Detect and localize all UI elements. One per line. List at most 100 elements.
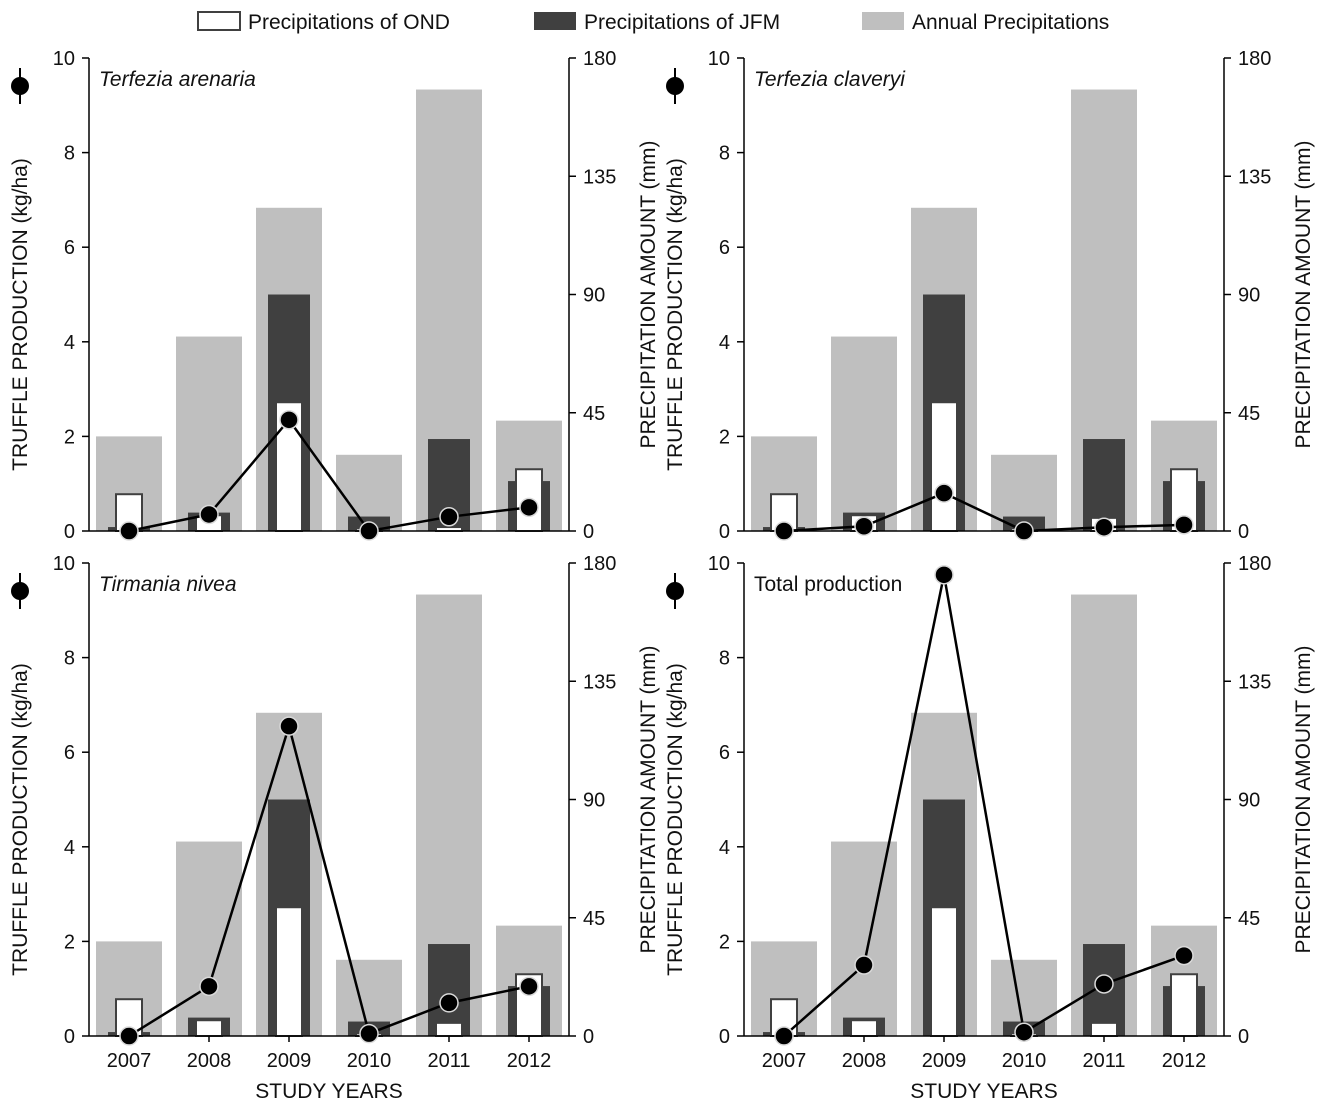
production-point bbox=[199, 504, 219, 525]
production-point bbox=[439, 507, 459, 527]
right-axis-title: PRECIPITATION AMOUNT (mm) bbox=[1292, 141, 1315, 449]
left-tick-label: 6 bbox=[719, 742, 730, 764]
left-tick-label: 6 bbox=[64, 742, 75, 764]
production-line-symbol-icon bbox=[11, 68, 29, 104]
production-point bbox=[359, 521, 379, 541]
right-tick-label: 90 bbox=[583, 790, 605, 812]
legend-label: Annual Precipitations bbox=[912, 11, 1109, 34]
chart-panel-2: 0 2 4 6 8 10 0 45 90 135 180 TRUFFLE PRODUCTION (kg… bbox=[664, 48, 1315, 543]
left-axis-title: TRUFFLE PRODUCTION (kg/ha) bbox=[664, 663, 687, 976]
jfm-precip-bar bbox=[428, 944, 470, 1036]
left-tick-label: 8 bbox=[64, 143, 75, 165]
legend: Precipitations of OND Precipitations of J… bbox=[197, 11, 1109, 34]
right-tick-label: 180 bbox=[583, 48, 616, 70]
panel-title: Tirmania nivea bbox=[99, 573, 237, 596]
production-point bbox=[279, 716, 299, 736]
jfm-precip-bar bbox=[1083, 439, 1125, 531]
left-tick-label: 10 bbox=[708, 48, 730, 70]
right-tick-label: 180 bbox=[583, 553, 616, 575]
left-axis-title: TRUFFLE PRODUCTION (kg/ha) bbox=[664, 158, 687, 471]
production-point bbox=[279, 410, 299, 430]
left-tick-label: 10 bbox=[53, 48, 75, 70]
symbol-dot bbox=[11, 582, 29, 600]
chart-panel-4: 0 2 4 6 8 10 0 45 90 135 180 2007 2008 2009 2010 2011 20… bbox=[664, 553, 1315, 1102]
production-point bbox=[119, 1026, 139, 1046]
legend-label: Precipitations of OND bbox=[248, 11, 450, 34]
left-tick-label: 6 bbox=[64, 237, 75, 259]
production-point bbox=[1094, 974, 1114, 994]
legend-item-jfm: Precipitations of JFM bbox=[534, 11, 780, 34]
x-tick-label: 2010 bbox=[1002, 1050, 1047, 1072]
production-point bbox=[1014, 521, 1034, 541]
right-tick-label: 180 bbox=[1238, 553, 1271, 575]
production-point bbox=[119, 521, 139, 541]
x-tick-label: 2012 bbox=[1162, 1050, 1207, 1072]
production-point bbox=[359, 1023, 379, 1044]
production-point bbox=[439, 993, 459, 1013]
x-tick-label: 2007 bbox=[762, 1050, 807, 1072]
left-axis-title: TRUFFLE PRODUCTION (kg/ha) bbox=[9, 663, 32, 976]
production-point bbox=[519, 976, 539, 997]
production-point bbox=[854, 955, 874, 975]
legend-swatch-jfm bbox=[534, 12, 576, 30]
symbol-dot bbox=[666, 582, 684, 600]
x-tick-label: 2009 bbox=[922, 1050, 967, 1072]
ond-precip-bar bbox=[1090, 1021, 1118, 1037]
x-tick-label: 2007 bbox=[107, 1050, 152, 1072]
ond-precip-bar bbox=[930, 906, 958, 1037]
left-tick-label: 0 bbox=[719, 1026, 730, 1048]
x-tick-label: 2010 bbox=[347, 1050, 392, 1072]
right-axis-title: PRECIPITATION AMOUNT (mm) bbox=[1292, 646, 1315, 954]
legend-swatch-ond bbox=[197, 11, 241, 31]
ond-precip-bar bbox=[1170, 973, 1198, 1037]
right-tick-label: 45 bbox=[583, 403, 605, 425]
left-tick-label: 0 bbox=[64, 521, 75, 543]
x-tick-label: 2009 bbox=[267, 1050, 312, 1072]
production-point bbox=[774, 521, 794, 541]
right-axis-title: PRECIPITATION AMOUNT (mm) bbox=[637, 646, 660, 954]
production-point bbox=[774, 1026, 794, 1046]
left-tick-label: 2 bbox=[64, 426, 75, 448]
left-tick-label: 0 bbox=[719, 521, 730, 543]
left-tick-label: 2 bbox=[719, 931, 730, 953]
ond-precip-bar bbox=[930, 401, 958, 532]
legend-label: Precipitations of JFM bbox=[584, 11, 780, 34]
annual-precip-bar bbox=[176, 336, 242, 531]
legend-item-ond: Precipitations of OND bbox=[197, 11, 450, 34]
ond-precip-bar bbox=[275, 906, 303, 1037]
left-tick-label: 6 bbox=[719, 237, 730, 259]
right-tick-label: 0 bbox=[1238, 1026, 1249, 1048]
production-line bbox=[128, 721, 530, 1038]
right-tick-label: 0 bbox=[1238, 521, 1249, 543]
left-tick-label: 8 bbox=[719, 143, 730, 165]
annual-precip-bar bbox=[176, 841, 242, 1036]
right-tick-label: 0 bbox=[583, 521, 594, 543]
legend-swatch-annual bbox=[862, 12, 904, 30]
right-tick-label: 135 bbox=[583, 671, 616, 693]
x-axis-title: STUDY YEARS bbox=[910, 1080, 1057, 1102]
right-tick-label: 45 bbox=[1238, 403, 1260, 425]
production-point bbox=[934, 565, 954, 585]
left-axis-title: TRUFFLE PRODUCTION (kg/ha) bbox=[9, 158, 32, 471]
annual-precip-bar bbox=[831, 841, 897, 1036]
production-point bbox=[1014, 1022, 1034, 1042]
left-tick-label: 4 bbox=[64, 837, 75, 859]
x-tick-label: 2012 bbox=[507, 1050, 552, 1072]
left-tick-label: 2 bbox=[719, 426, 730, 448]
panel-title: Terfezia arenaria bbox=[99, 68, 256, 91]
left-tick-label: 2 bbox=[64, 931, 75, 953]
panel-title: Total production bbox=[754, 573, 902, 596]
production-point bbox=[854, 516, 874, 537]
left-tick-label: 10 bbox=[53, 553, 75, 575]
left-tick-label: 8 bbox=[719, 648, 730, 670]
x-tick-label: 2011 bbox=[427, 1050, 470, 1072]
ond-precip-bar bbox=[435, 1021, 463, 1037]
left-tick-label: 4 bbox=[64, 332, 75, 354]
left-tick-label: 4 bbox=[719, 332, 730, 354]
right-tick-label: 45 bbox=[583, 908, 605, 930]
production-line-symbol-icon bbox=[11, 573, 29, 609]
production-line bbox=[783, 491, 1185, 533]
production-point bbox=[1174, 945, 1194, 966]
right-tick-label: 135 bbox=[1238, 671, 1271, 693]
